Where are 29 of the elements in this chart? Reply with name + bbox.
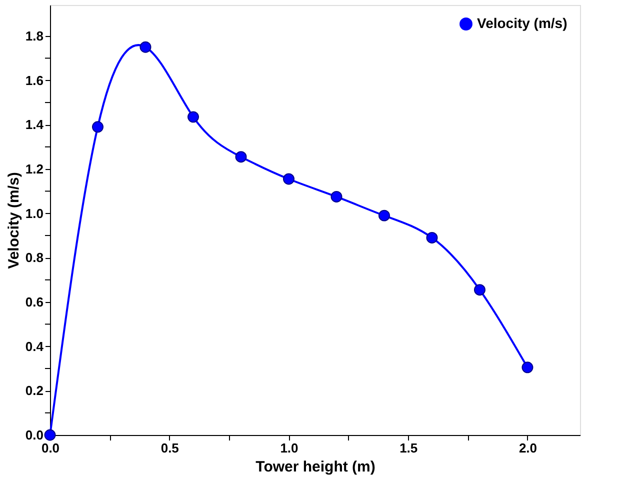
x-tick-label: 1.5 xyxy=(400,440,418,456)
y-tick-label: 0.4 xyxy=(25,338,44,354)
y-tick-label: 1.8 xyxy=(25,28,44,44)
y-tick-label: 0.0 xyxy=(25,428,44,442)
point xyxy=(140,41,152,53)
y-tick-label: 1.6 xyxy=(25,72,44,88)
point xyxy=(282,173,294,185)
point xyxy=(330,190,342,202)
y-axis-title: Velocity (m/s) xyxy=(5,172,22,269)
y-tick-label: 0.6 xyxy=(25,294,44,310)
point xyxy=(522,362,534,374)
x-axis-title: Tower height (m) xyxy=(256,458,376,476)
y-tick-label: 0.2 xyxy=(25,383,44,398)
point xyxy=(235,151,247,163)
point xyxy=(44,429,56,441)
legend-label: Velocity (m/s) xyxy=(477,15,568,31)
y-tick-label: 0.8 xyxy=(25,250,44,266)
x-tick-label: 0.5 xyxy=(160,440,179,456)
x-tick-label: 0.0 xyxy=(41,440,60,456)
y-tick-label: 1.2 xyxy=(25,162,44,177)
point xyxy=(474,284,486,296)
point xyxy=(426,232,438,244)
y-tick-label: 1.0 xyxy=(25,206,44,221)
point xyxy=(92,121,104,133)
x-tick-label: 2.0 xyxy=(518,440,538,456)
x-tick-label: 1.0 xyxy=(280,440,298,456)
point xyxy=(188,111,199,123)
y-tick-label: 1.4 xyxy=(25,117,44,132)
point xyxy=(378,210,390,222)
